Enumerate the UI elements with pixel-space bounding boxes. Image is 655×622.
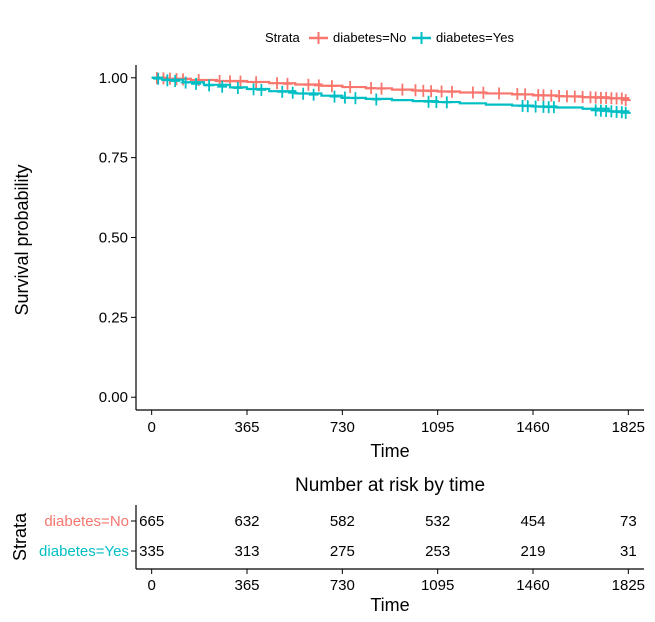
risk-x-tick-label: 365 bbox=[234, 577, 259, 594]
censor-mark bbox=[426, 85, 437, 98]
censor-mark bbox=[235, 75, 246, 88]
x-tick-label: 0 bbox=[147, 419, 155, 436]
censor-mark bbox=[350, 92, 361, 105]
risk-strata-label: diabetes=Yes bbox=[39, 543, 129, 560]
x-tick-label: 1825 bbox=[612, 419, 645, 436]
risk-cell: 335 bbox=[139, 543, 164, 560]
censor-mark bbox=[180, 76, 191, 89]
risk-x-tick-label: 1460 bbox=[516, 577, 549, 594]
censor-mark bbox=[298, 87, 309, 100]
risk-x-tick-label: 730 bbox=[330, 577, 355, 594]
censor-mark bbox=[376, 82, 387, 95]
censor-mark bbox=[272, 77, 283, 90]
survival-plot-axes: 0 365 730 1095 1460 1825 0.00 0.25 0.50 0.75 1.00 bbox=[99, 65, 645, 436]
censor-mark bbox=[153, 72, 164, 85]
censor-mark bbox=[620, 106, 631, 119]
y-tick-label: 1.00 bbox=[99, 70, 128, 87]
censor-mark bbox=[251, 76, 262, 89]
risk-cell: 632 bbox=[234, 513, 259, 530]
risk-table-title: Number at risk by time bbox=[295, 475, 485, 496]
censor-mark bbox=[478, 86, 489, 99]
x-tick-label: 365 bbox=[234, 419, 259, 436]
censor-mark bbox=[277, 85, 288, 98]
risk-table-cells: diabetes=No 665 632 582 532 454 73 diabetes=Yes… bbox=[39, 513, 637, 560]
censor-mark bbox=[313, 79, 324, 92]
risk-x-axis-title: Time bbox=[370, 595, 409, 615]
censor-mark bbox=[326, 80, 337, 93]
y-tick-label: 0.00 bbox=[99, 389, 128, 406]
censor-mark bbox=[494, 87, 505, 100]
censor-mark bbox=[204, 79, 215, 92]
censor-mark bbox=[339, 91, 350, 104]
x-tick-label: 1095 bbox=[421, 419, 454, 436]
legend-key-no bbox=[309, 32, 328, 44]
risk-cell: 31 bbox=[620, 543, 637, 560]
censor-mark bbox=[366, 82, 377, 94]
survival-curves bbox=[151, 72, 631, 119]
y-tick-label: 0.75 bbox=[99, 150, 128, 167]
risk-cell: 219 bbox=[520, 543, 545, 560]
x-tick-label: 1460 bbox=[516, 419, 549, 436]
risk-table-axes: 0 365 730 1095 1460 1825 bbox=[131, 505, 645, 594]
censor-mark bbox=[191, 77, 202, 90]
censor-mark bbox=[282, 77, 293, 90]
censor-mark bbox=[467, 86, 478, 99]
censor-mark bbox=[431, 96, 442, 109]
censor-mark bbox=[287, 86, 298, 99]
legend-key-yes bbox=[412, 32, 431, 44]
y-axis-title: Survival probability bbox=[12, 164, 32, 315]
y-tick-label: 0.50 bbox=[99, 230, 128, 247]
x-axis-title: Time bbox=[370, 441, 409, 461]
legend-title: Strata bbox=[265, 30, 300, 45]
legend-label-no: diabetes=No bbox=[333, 30, 406, 45]
risk-y-axis-title: Strata bbox=[10, 512, 30, 561]
censor-mark bbox=[308, 88, 319, 101]
censor-mark bbox=[256, 83, 267, 96]
y-tick-label: 0.25 bbox=[99, 309, 128, 326]
censor-mark bbox=[217, 80, 228, 93]
censor-mark bbox=[397, 83, 408, 96]
censor-mark bbox=[303, 78, 314, 91]
censor-mark bbox=[436, 85, 447, 98]
censor-mark bbox=[345, 81, 356, 94]
censor-mark bbox=[329, 90, 340, 103]
censor-mark bbox=[441, 96, 452, 109]
censor-mark bbox=[548, 101, 559, 114]
risk-cell: 73 bbox=[620, 513, 637, 530]
legend: Strata diabetes=No diabetes=Yes bbox=[265, 30, 514, 45]
censor-mark bbox=[520, 88, 531, 101]
risk-x-tick-label: 1095 bbox=[421, 577, 454, 594]
censor-mark bbox=[620, 94, 631, 107]
risk-cell: 313 bbox=[234, 543, 259, 560]
risk-cell: 582 bbox=[330, 513, 355, 530]
risk-cell: 253 bbox=[425, 543, 450, 560]
risk-strata-label: diabetes=No bbox=[44, 513, 129, 530]
censor-mark bbox=[232, 82, 243, 94]
risk-cell: 665 bbox=[139, 513, 164, 530]
x-tick-label: 730 bbox=[330, 419, 355, 436]
risk-cell: 275 bbox=[330, 543, 355, 560]
risk-cell: 532 bbox=[425, 513, 450, 530]
risk-x-tick-label: 0 bbox=[147, 577, 155, 594]
risk-cell: 454 bbox=[520, 513, 545, 530]
censor-mark bbox=[170, 74, 181, 87]
legend-label-yes: diabetes=Yes bbox=[436, 30, 514, 45]
risk-x-tick-label: 1825 bbox=[612, 577, 645, 594]
censor-mark bbox=[447, 85, 458, 98]
censor-mark bbox=[371, 93, 382, 106]
